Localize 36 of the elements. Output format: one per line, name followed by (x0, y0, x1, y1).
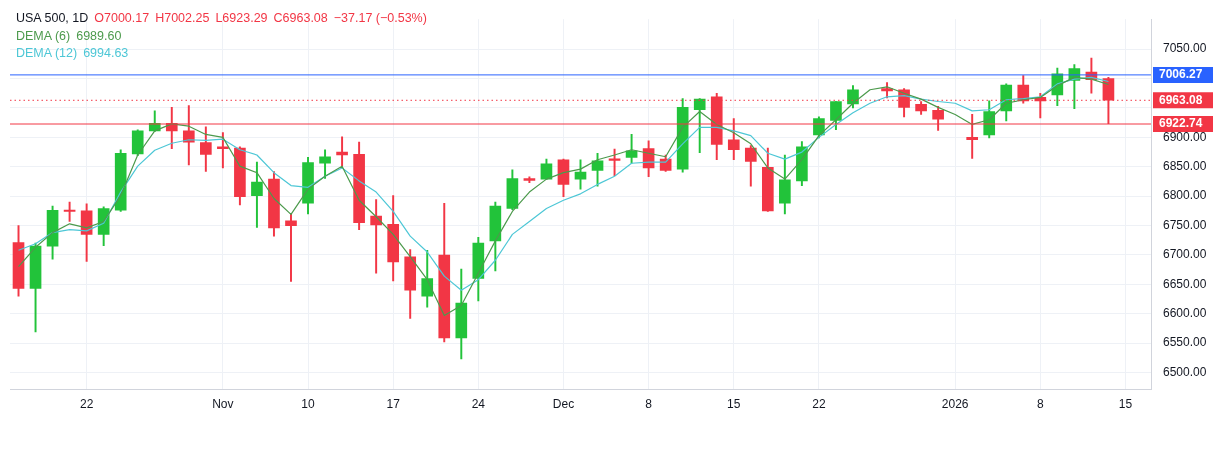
x-tick-label: 2026 (941, 397, 969, 412)
x-tick-label: 24 (471, 397, 486, 412)
y-tick-label: 6650.00 (1163, 276, 1207, 291)
annotation: −37.17 (−0.53%) (333, 11, 427, 25)
y-tick-label: 6750.00 (1163, 217, 1207, 232)
y-tick-label: 6600.00 (1163, 306, 1207, 321)
annotation: 6989.60 (76, 27, 122, 45)
ref-line-label: 6963.08 (1159, 92, 1203, 107)
x-tick-label: 10 (301, 397, 316, 412)
text: DEMA (12) (16, 45, 78, 62)
y-tick-label: 6850.00 (1163, 159, 1207, 174)
y-tick-label: 7050.00 (1163, 41, 1207, 56)
x-tick-label: Dec (552, 397, 575, 412)
text: DEMA (6) (16, 27, 71, 45)
y-tick-label: 6550.00 (1163, 335, 1207, 350)
y-tick-label: 6800.00 (1163, 188, 1207, 203)
x-tick-label: 8 (645, 397, 653, 412)
candlestick (285, 214, 297, 282)
y-tick-label: 6900.00 (1163, 129, 1207, 144)
x-tick-label: Nov (212, 397, 234, 412)
annotation: C6963.08 (273, 11, 328, 25)
annotation: O7000.17 (94, 11, 150, 25)
x-tick-label: 15 (727, 397, 741, 412)
annotation: H7002.25 (155, 11, 210, 25)
annotation: 6994.63 (83, 45, 129, 62)
x-tick-label: 8 (1036, 397, 1044, 412)
x-tick-label: 15 (1118, 397, 1133, 412)
y-tick-label: 6500.00 (1163, 364, 1207, 379)
chart-title: USA 500, 1D (16, 11, 89, 25)
x-tick-label: 22 (79, 397, 94, 412)
x-tick-label: 17 (386, 397, 401, 412)
ref-line-label: 7006.27 (1159, 67, 1203, 82)
y-tick-label: 6700.00 (1163, 247, 1207, 262)
ref-line-label: 6922.74 (1159, 116, 1203, 131)
x-tick-label: 22 (812, 397, 826, 412)
annotation: L6923.29 (215, 11, 268, 25)
